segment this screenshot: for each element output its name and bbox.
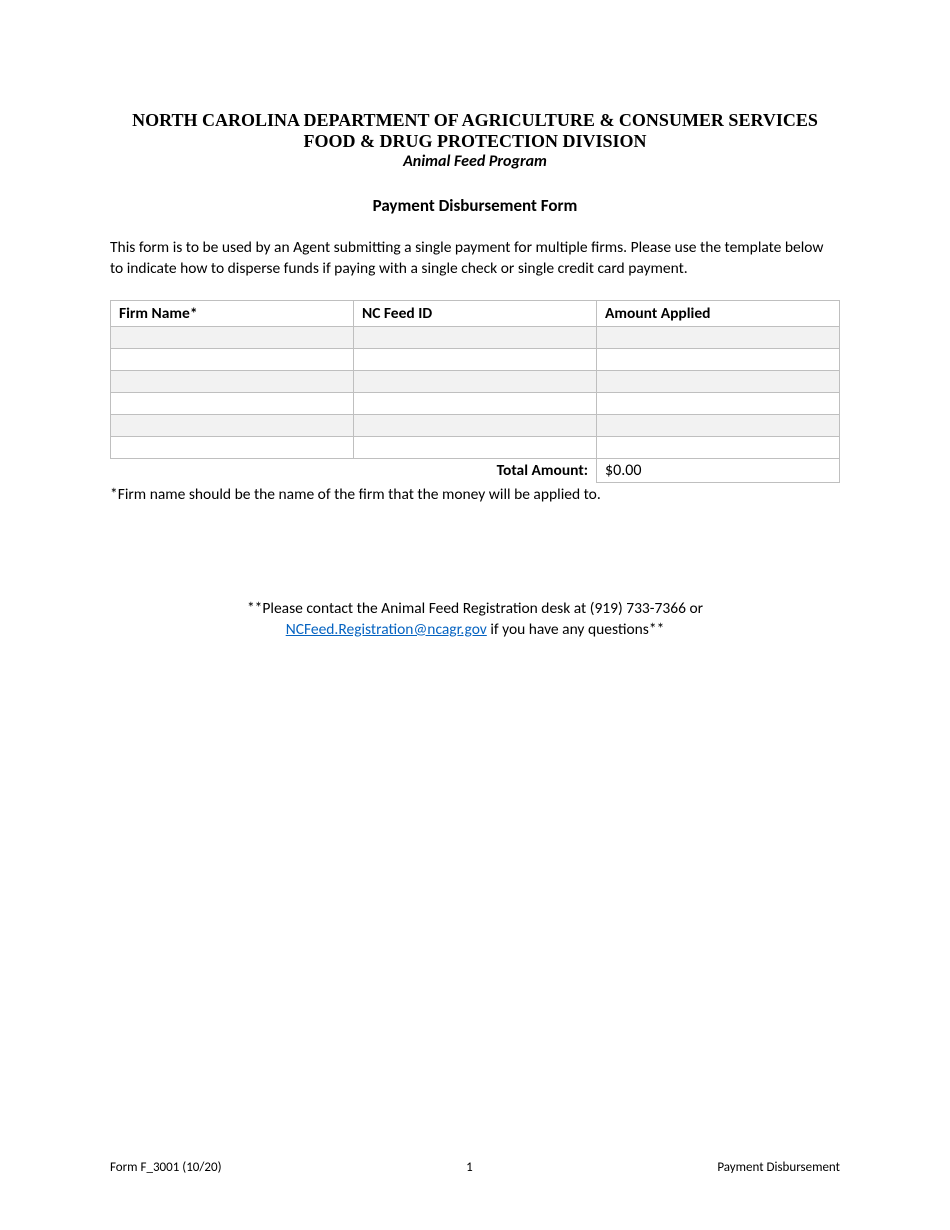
footer-page-number: 1: [466, 1160, 473, 1175]
cell-amount[interactable]: [597, 326, 840, 348]
contact-block: **Please contact the Animal Feed Registr…: [110, 599, 840, 641]
dept-line-1: NORTH CAROLINA DEPARTMENT OF AGRICULTURE…: [110, 110, 840, 131]
cell-firm-name[interactable]: [111, 348, 354, 370]
total-label: Total Amount:: [111, 458, 597, 482]
table-row: [111, 326, 840, 348]
footnote-firm-name: *Firm name should be the name of the fir…: [110, 485, 840, 504]
dept-line-2: FOOD & DRUG PROTECTION DIVISION: [110, 131, 840, 152]
cell-firm-name[interactable]: [111, 436, 354, 458]
department-header: NORTH CAROLINA DEPARTMENT OF AGRICULTURE…: [110, 110, 840, 171]
table-row: [111, 436, 840, 458]
total-row: Total Amount: $0.00: [111, 458, 840, 482]
cell-amount[interactable]: [597, 436, 840, 458]
cell-nc-feed-id[interactable]: [354, 326, 597, 348]
table-row: [111, 392, 840, 414]
col-header-nc-feed-id: NC Feed ID: [354, 300, 597, 326]
col-header-firm-name: Firm Name*: [111, 300, 354, 326]
cell-nc-feed-id[interactable]: [354, 370, 597, 392]
cell-amount[interactable]: [597, 348, 840, 370]
cell-firm-name[interactable]: [111, 392, 354, 414]
cell-nc-feed-id[interactable]: [354, 348, 597, 370]
footer-form-id: Form F_3001 (10/20): [110, 1160, 222, 1175]
table-row: [111, 414, 840, 436]
contact-email-link[interactable]: NCFeed.Registration@ncagr.gov: [286, 620, 487, 639]
disbursement-table: Firm Name* NC Feed ID Amount Applied: [110, 300, 840, 483]
dept-line-3: Animal Feed Program: [110, 152, 840, 171]
col-header-amount: Amount Applied: [597, 300, 840, 326]
contact-suffix: if you have any questions**: [487, 620, 664, 639]
intro-paragraph: This form is to be used by an Agent subm…: [110, 238, 840, 280]
cell-amount[interactable]: [597, 370, 840, 392]
cell-amount[interactable]: [597, 414, 840, 436]
cell-nc-feed-id[interactable]: [354, 392, 597, 414]
form-title: Payment Disbursement Form: [110, 195, 840, 216]
cell-nc-feed-id[interactable]: [354, 414, 597, 436]
table-row: [111, 370, 840, 392]
footer-title: Payment Disbursement: [717, 1160, 840, 1175]
cell-firm-name[interactable]: [111, 326, 354, 348]
page-footer: Form F_3001 (10/20) 1 Payment Disburseme…: [110, 1160, 840, 1175]
contact-prefix: **Please contact the Animal Feed Registr…: [247, 599, 703, 618]
table-header-row: Firm Name* NC Feed ID Amount Applied: [111, 300, 840, 326]
cell-firm-name[interactable]: [111, 414, 354, 436]
cell-nc-feed-id[interactable]: [354, 436, 597, 458]
cell-amount[interactable]: [597, 392, 840, 414]
table-row: [111, 348, 840, 370]
total-value: $0.00: [597, 458, 840, 482]
cell-firm-name[interactable]: [111, 370, 354, 392]
